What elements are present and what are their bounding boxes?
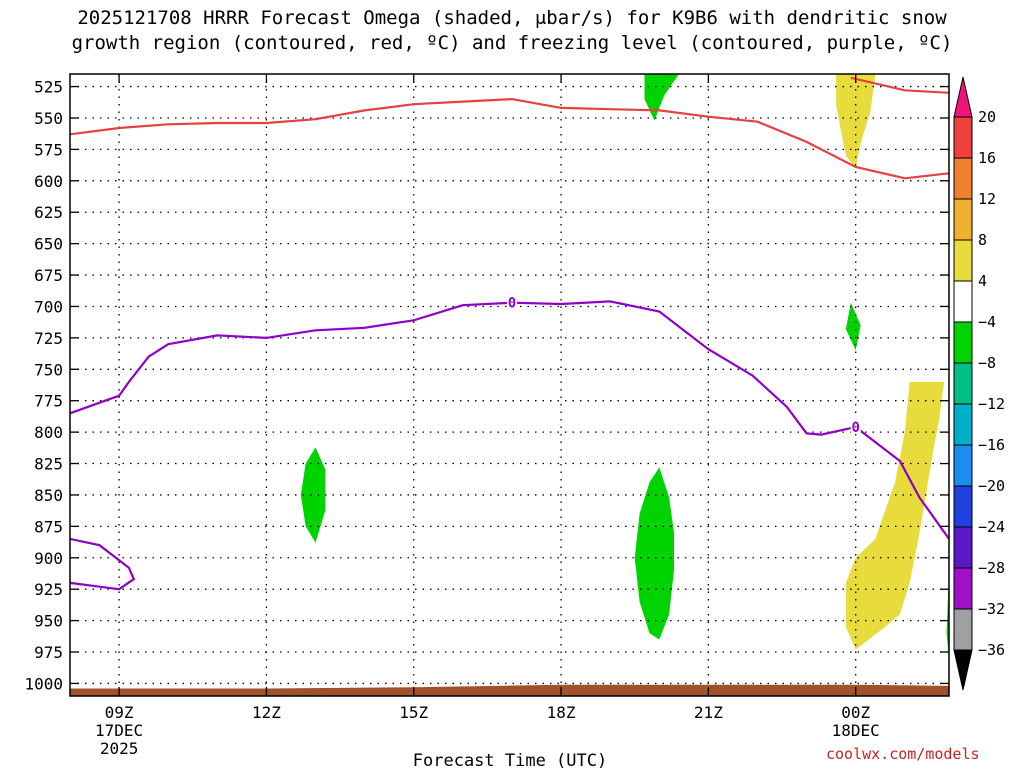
- colorbar-label-12: −28: [978, 559, 1005, 577]
- y-tick-label-725: 725: [34, 329, 63, 348]
- contour-lines: 00: [70, 76, 949, 591]
- x-tick-sublabel-18DEC: 18DEC: [832, 721, 880, 740]
- x-tick-label-00Z: 00Z: [841, 703, 870, 722]
- colorbar-label-1: 20: [978, 108, 996, 126]
- x-tick-sublabel-17DEC: 17DEC: [95, 721, 143, 740]
- colorbar-label-6: −4: [978, 313, 996, 331]
- grid-lines: [70, 74, 949, 696]
- omega-region-1: [644, 74, 679, 121]
- dgz-contour-lower: [70, 97, 949, 180]
- omega-shaded-fields: [70, 74, 949, 696]
- title-line-2: growth region (contoured, red, ºC) and f…: [71, 32, 953, 54]
- colorbar-segment-12: [953, 567, 973, 610]
- y-tick-label-650: 650: [34, 235, 63, 254]
- omega-region-5: [300, 447, 326, 543]
- colorbar-label-2: 16: [978, 149, 996, 167]
- credit-link[interactable]: coolwx.com/models: [826, 745, 980, 763]
- chart-title: 2025121708 HRRR Forecast Omega (shaded, …: [0, 6, 1024, 56]
- omega-region-6: [634, 467, 674, 640]
- colorbar-segment-9: [953, 444, 973, 487]
- freezing-level-line: [70, 300, 949, 540]
- colorbar-segment-3: [953, 198, 973, 241]
- y-tick-label-850: 850: [34, 486, 63, 505]
- plot-frame: [69, 73, 950, 697]
- y-tick-label-800: 800: [34, 423, 63, 442]
- y-tick-label-775: 775: [34, 392, 63, 411]
- title-line-1: 2025121708 HRRR Forecast Omega (shaded, …: [77, 7, 947, 29]
- colorbar-segment-7: [953, 362, 973, 405]
- y-tick-label-625: 625: [34, 203, 63, 222]
- freezing-level-label-1: 0: [508, 296, 516, 312]
- y-tick-label-875: 875: [34, 517, 63, 536]
- colorbar-segment-5: [953, 280, 973, 323]
- omega-region-3: [845, 302, 861, 351]
- colorbar-label-11: −24: [978, 518, 1005, 536]
- axes: 525 550 575 600 625 650 675 700 725 750 775 800 825 8…: [24, 73, 950, 758]
- x-tick-sublabel-2025: 2025: [100, 739, 139, 758]
- colorbar-label-8: −12: [978, 395, 1005, 413]
- colorbar-top-arrow: [953, 76, 973, 118]
- freezing-label-bg-2: [850, 419, 861, 434]
- x-axis-title: Forecast Time (UTC): [413, 751, 607, 768]
- y-tick-label-550: 550: [34, 109, 63, 128]
- x-tick-label-15Z: 15Z: [399, 703, 428, 722]
- freezing-level-label-2: 0: [851, 420, 859, 436]
- freezing-label-bg-1: [506, 294, 517, 309]
- y-tick-label-925: 925: [34, 580, 63, 599]
- colorbar-segment-11: [953, 526, 973, 569]
- colorbar-segment-4: [953, 239, 973, 282]
- omega-region-2: [836, 74, 876, 169]
- x-tick-label-18Z: 18Z: [547, 703, 576, 722]
- x-tick-label-12Z: 12Z: [252, 703, 281, 722]
- omega-region-4: [845, 381, 945, 650]
- y-tick-label-1000: 1000: [24, 674, 63, 693]
- y-tick-label-825: 825: [34, 455, 63, 474]
- colorbar-segment-6: [953, 321, 973, 364]
- colorbar-label-5: 4: [978, 272, 987, 290]
- colorbar-label-14: −36: [978, 641, 1005, 659]
- y-tick-label-950: 950: [34, 612, 63, 631]
- freezing-level-loop: [70, 537, 136, 591]
- y-tick-label-975: 975: [34, 643, 63, 662]
- y-tick-label-900: 900: [34, 549, 63, 568]
- y-tick-label-525: 525: [34, 78, 63, 97]
- colorbar-label-13: −32: [978, 600, 1005, 618]
- colorbar-label-4: 8: [978, 231, 987, 249]
- dgz-contour-upper: [850, 76, 949, 94]
- x-tick-label-21Z: 21Z: [694, 703, 723, 722]
- terrain-fill: [70, 684, 949, 696]
- colorbar-label-7: −8: [978, 354, 996, 372]
- x-tick-label-09Z: 09Z: [105, 703, 134, 722]
- colorbar-segment-8: [953, 403, 973, 446]
- y-tick-label-700: 700: [34, 297, 63, 316]
- colorbar-segment-2: [953, 157, 973, 200]
- y-tick-label-575: 575: [34, 140, 63, 159]
- colorbar-bottom-arrow: [953, 649, 973, 691]
- colorbar-segment-10: [953, 485, 973, 528]
- y-tick-label-675: 675: [34, 266, 63, 285]
- colorbar-label-3: 12: [978, 190, 996, 208]
- colorbar-segment-1: [953, 116, 973, 159]
- y-tick-label-600: 600: [34, 172, 63, 191]
- colorbar-segment-13: [953, 608, 973, 651]
- colorbar: 20 16 12 8 4 −4 −8 −12 −16 −20 −24 −28 −32 −36: [953, 76, 1005, 691]
- colorbar-label-9: −16: [978, 436, 1005, 454]
- colorbar-label-10: −20: [978, 477, 1005, 495]
- y-tick-label-750: 750: [34, 360, 63, 379]
